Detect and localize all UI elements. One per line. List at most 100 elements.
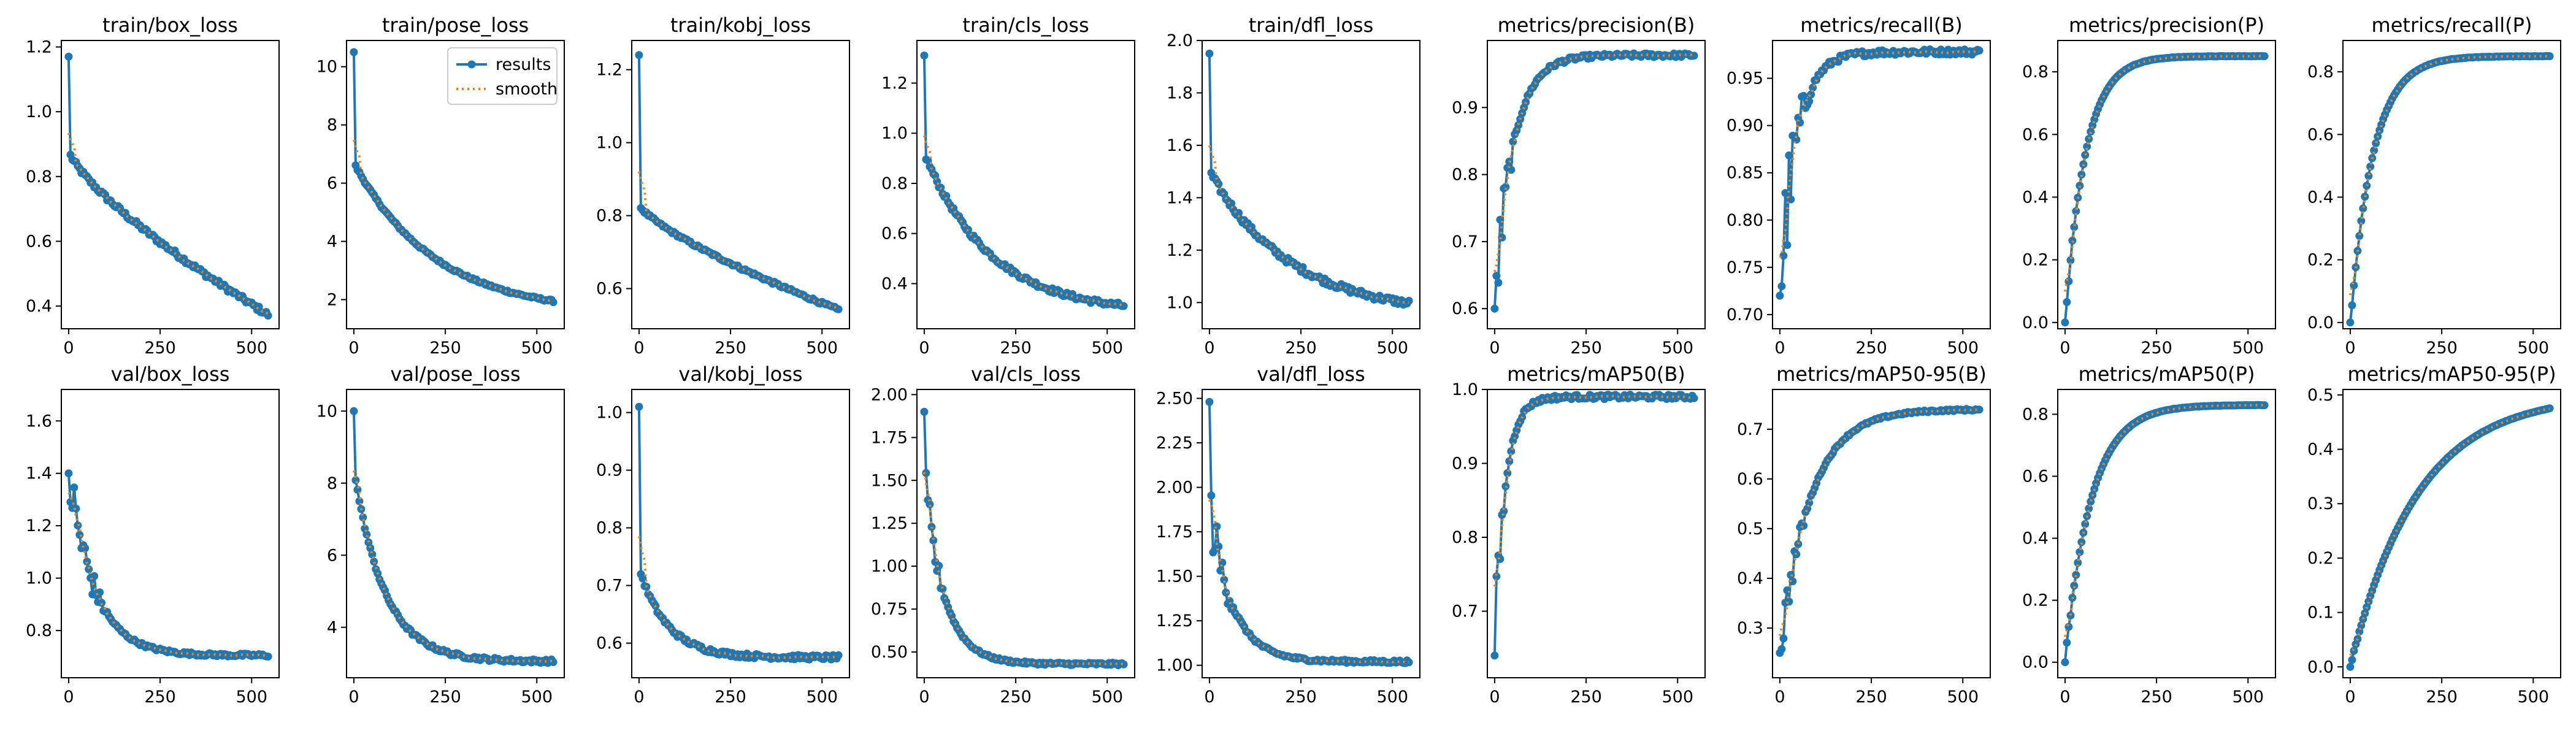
x-tick-label: 250 [429, 688, 461, 707]
results-point [1235, 209, 1243, 217]
x-tick-label: 0 [348, 339, 359, 358]
y-tick-label: 2.25 [1156, 434, 1193, 453]
results-point [1975, 46, 1984, 55]
y-tick-label: 0.8 [2022, 63, 2049, 82]
results-point [75, 531, 84, 539]
results-point [70, 483, 79, 492]
plot-area [1776, 45, 1984, 300]
axes-frame [1202, 389, 1420, 678]
panel-title: val/dfl_loss [1257, 362, 1365, 386]
x-tick-label: 250 [1000, 339, 1032, 358]
results-point [1490, 304, 1499, 313]
y-tick-label: 1.2 [1167, 241, 1193, 260]
panel-title: metrics/precision(P) [2069, 13, 2264, 37]
y-tick-label: 0.6 [26, 232, 52, 251]
y-tick-label: 0.4 [2022, 529, 2049, 548]
x-tick-label: 500 [1662, 688, 1693, 707]
x-tick-label: 250 [1855, 688, 1887, 707]
results-point [1505, 457, 1514, 466]
panel-title: metrics/recall(B) [1800, 13, 1963, 37]
panel-title: metrics/mAP50-95(B) [1776, 362, 1987, 386]
results-point [2061, 318, 2069, 327]
results-point [1501, 183, 1510, 191]
axes-frame [61, 389, 280, 678]
results-point [1975, 405, 1984, 414]
x-tick-label: 500 [1662, 339, 1693, 358]
results-point [2076, 548, 2084, 556]
plot-area [635, 51, 843, 313]
y-tick-label: 0.8 [26, 621, 52, 640]
results-point [1807, 90, 1815, 99]
results-point [2545, 52, 2554, 61]
x-tick-label: 0 [348, 688, 359, 707]
results-line [1493, 393, 1695, 656]
x-tick-label: 0 [634, 339, 644, 358]
smooth-line [67, 492, 269, 657]
x-tick-label: 500 [1947, 688, 1979, 707]
y-tick-label: 0.8 [1452, 528, 1478, 547]
results-point [2063, 638, 2071, 647]
results-line [1493, 52, 1695, 309]
panel-title: val/kobj_loss [678, 362, 802, 386]
panel-title: metrics/precision(B) [1498, 13, 1695, 37]
panel-12: val/cls_loss 0 250 500 0.50 0.75 1.00 1.25 1.50 1… [871, 362, 1135, 707]
y-tick-label: 0.6 [2022, 467, 2049, 486]
x-tick-label: 250 [1855, 339, 1887, 358]
results-point [1514, 121, 1523, 129]
results-point [1492, 272, 1501, 280]
y-tick-label: 0.0 [2307, 657, 2334, 677]
results-point [1205, 397, 1214, 406]
results-point [2077, 171, 2086, 179]
results-point [2355, 232, 2364, 240]
results-point [2074, 559, 2082, 567]
y-tick-label: 1.50 [871, 471, 908, 490]
results-point [64, 469, 73, 478]
y-tick-label: 0.0 [2022, 313, 2049, 332]
x-tick-label: 500 [236, 339, 267, 358]
results-point [2076, 182, 2084, 190]
panel-16: metrics/mAP50(P) 0 250 500 0.0 0.2 0.4 0.6 0.8 [2022, 362, 2276, 707]
x-tick-label: 250 [715, 688, 746, 707]
results-point [1785, 151, 1793, 159]
results-point [2372, 139, 2380, 147]
y-tick-label: 2.00 [1156, 478, 1193, 497]
y-tick-label: 1.4 [26, 464, 52, 483]
y-tick-label: 0.95 [1727, 69, 1763, 88]
results-line [1208, 53, 1410, 307]
results-point [2346, 318, 2355, 327]
smooth-line [637, 171, 839, 309]
axes-frame [2057, 389, 2276, 678]
y-tick-label: 0.8 [2307, 63, 2334, 82]
results-point [1779, 634, 1788, 643]
y-tick-label: 1.6 [1167, 136, 1193, 155]
results-point [1207, 491, 1216, 500]
results-point [2072, 207, 2080, 215]
results-point [2066, 611, 2075, 619]
results-line [2063, 404, 2265, 662]
panel-title: train/kobj_loss [670, 13, 811, 37]
x-tick-label: 250 [2141, 339, 2172, 358]
results-point [1785, 597, 1793, 606]
panel-title: val/box_loss [111, 362, 230, 386]
results-line [2348, 55, 2550, 323]
plot-area [2346, 52, 2554, 327]
y-tick-label: 1.00 [871, 557, 908, 576]
results-point [85, 565, 93, 573]
x-tick-label: 250 [2141, 688, 2172, 707]
y-tick-label: 0.6 [2307, 125, 2334, 144]
results-line [352, 411, 554, 665]
axes-frame [1487, 389, 1706, 678]
x-tick-label: 250 [144, 688, 176, 707]
axes-frame [2342, 40, 2561, 329]
y-tick-label: 1.2 [26, 516, 52, 535]
y-tick-label: 0.2 [2307, 251, 2334, 270]
y-tick-label: 1.75 [1156, 523, 1193, 542]
results-point [366, 544, 375, 553]
results-point [1216, 566, 1225, 575]
panel-6: metrics/recall(B) 0 250 500 0.70 0.75 0.80 0.85… [1727, 13, 1991, 358]
results-point [98, 599, 106, 607]
results-point [2357, 217, 2366, 225]
axes-frame [916, 40, 1135, 329]
axes-frame [631, 389, 850, 678]
results-point [1783, 241, 1792, 249]
